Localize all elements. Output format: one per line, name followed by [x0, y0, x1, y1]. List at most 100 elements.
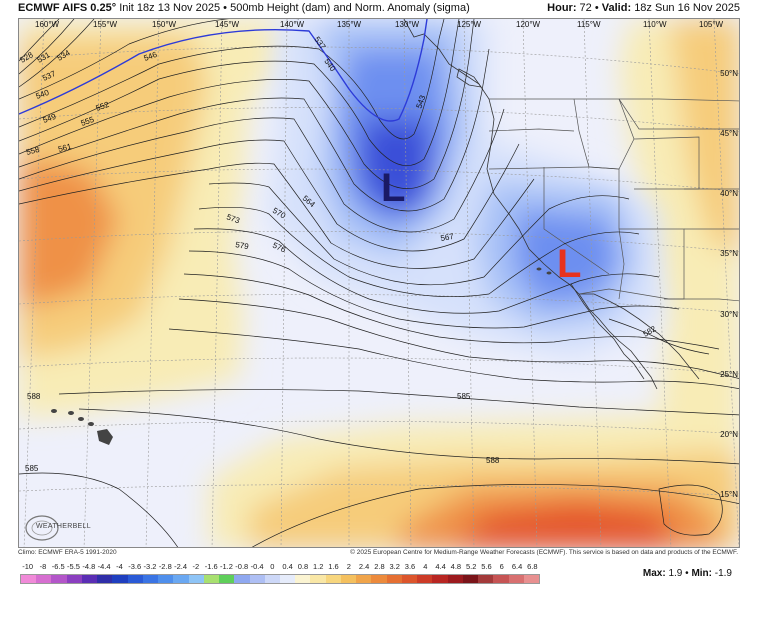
valid-value: 18z Sun 16 Nov 2025 — [634, 2, 740, 14]
min-value: -1.9 — [714, 568, 732, 579]
map-canvas[interactable]: 528 531 534 537 540 543 546 549 552 555 … — [18, 18, 740, 548]
map-header: ECMWF AIFS 0.25° Init 18z 13 Nov 2025 • … — [18, 2, 740, 18]
contour-588 — [78, 408, 739, 465]
contour-582 — [168, 328, 739, 389]
graticule — [19, 19, 739, 547]
contour-540-blue — [19, 19, 428, 122]
contour-537 — [19, 19, 299, 100]
lon-label: 125°W — [457, 20, 482, 29]
contour-534 — [19, 19, 95, 88]
parallel — [19, 357, 739, 375]
legend-swatch — [432, 575, 448, 583]
legend-swatch — [417, 575, 433, 583]
contour-543 — [19, 19, 445, 140]
legend-tick-label: 3.2 — [389, 562, 400, 571]
weatherbell-logo: WEATHERBELL — [24, 512, 91, 542]
legend-tick-label: -1.6 — [204, 562, 218, 571]
legend-tick-label: 6.4 — [511, 562, 523, 571]
legend-tick-label: -8 — [39, 562, 47, 571]
baja-peninsula — [570, 283, 645, 380]
legend-tick-label: 2.8 — [374, 562, 385, 571]
contour-label: 579 — [235, 240, 250, 251]
legend-swatch — [127, 575, 143, 583]
contour-label: 546 — [143, 50, 159, 63]
legend-tick-label: -3.6 — [128, 562, 142, 571]
contour-531 — [19, 19, 75, 75]
valid-label: Valid: — [601, 2, 632, 14]
legend-tick-label: 4 — [423, 562, 428, 571]
max-value: 1.9 — [668, 568, 683, 579]
contour-546 — [19, 19, 460, 167]
contour-561 — [19, 162, 535, 269]
lat-label: 50°N — [720, 69, 738, 78]
island — [536, 267, 542, 271]
legend-tick-label: 3.6 — [404, 562, 416, 571]
product-name: 500mb Height (dam) and Norm. Anomaly (si… — [230, 2, 470, 14]
legend-tick-label: 6 — [499, 562, 504, 571]
rockies-ridge-core — [669, 19, 739, 258]
bullet-separator: • — [223, 2, 228, 14]
colorado — [684, 188, 739, 230]
contour-579 — [178, 298, 739, 379]
legend-swatch — [97, 575, 113, 583]
subtropical-ridge-core — [451, 504, 678, 547]
parallel — [19, 420, 739, 435]
color-legend: -10 -8 -6.5 -5.5 -4.8 -4.4 -4 -3.6 -3.2 -2.8 -2.4-… — [20, 562, 540, 588]
wyoming — [633, 136, 700, 190]
contour-label: 555 — [80, 115, 96, 128]
contour-585 — [58, 389, 739, 416]
island — [546, 271, 552, 275]
lon-label: 110°W — [643, 20, 667, 29]
copyright-note: © 2025 European Centre for Medium-Range … — [350, 549, 738, 556]
lon-label: 105°W — [699, 20, 724, 29]
island — [68, 411, 74, 415]
meridian — [583, 19, 602, 547]
legend-swatch — [462, 575, 479, 583]
legend-tick-label: -0.8 — [235, 562, 249, 571]
hour-value: 72 — [579, 2, 592, 14]
meridian — [713, 19, 739, 547]
legend-tick-label: 2 — [346, 562, 351, 571]
contour-label-layer: 528 531 534 537 540 543 546 549 552 555 … — [19, 35, 658, 473]
contour-564 — [208, 182, 630, 286]
legend-swatch — [81, 575, 98, 583]
lat-label: 40°N — [720, 189, 738, 198]
meridian — [211, 19, 223, 547]
contour-528 — [19, 19, 60, 62]
offshore-low-core — [359, 119, 434, 214]
parallel — [19, 107, 739, 133]
low-pressure-marker-offshore: L — [381, 166, 405, 210]
legend-swatch — [112, 575, 128, 583]
legend-tick-label: -10 — [22, 562, 34, 571]
anomaly-map: 528 531 534 537 540 543 546 549 552 555 … — [19, 19, 739, 547]
legend-tick-label: -6.5 — [51, 562, 65, 571]
legend-tick-label: 1.2 — [313, 562, 324, 571]
legend-swatch — [386, 575, 402, 583]
legend-swatch — [264, 575, 280, 583]
legend-swatch — [340, 575, 357, 583]
legend-swatch — [173, 575, 189, 583]
nevada — [543, 167, 610, 275]
montana — [618, 98, 739, 130]
bullet-separator: • — [594, 2, 599, 14]
lon-label: 115°W — [577, 20, 601, 29]
lon-label: 130°W — [395, 20, 420, 29]
contour-549 — [19, 19, 475, 189]
lon-label: 160°W — [35, 20, 60, 29]
model-name: ECMWF AIFS 0.25° — [18, 2, 117, 14]
legend-tick-label: 0.4 — [282, 562, 293, 571]
legend-swatch — [219, 575, 235, 583]
contour-label: 573 — [225, 212, 241, 225]
legend-swatch — [66, 575, 82, 583]
lon-label: 140°W — [280, 20, 305, 29]
init-time: Init 18z 13 Nov 2025 — [119, 2, 221, 14]
contour-573 — [188, 250, 680, 329]
lon-label: 145°W — [215, 20, 240, 29]
legend-swatch — [21, 575, 37, 583]
contour-555 — [19, 108, 505, 233]
contour-label: 588 — [486, 456, 500, 465]
contour-label: 540 — [35, 88, 51, 101]
legend-swatch — [478, 575, 494, 583]
legend-swatch — [295, 575, 311, 583]
legend-tick-label: -4.4 — [97, 562, 111, 571]
